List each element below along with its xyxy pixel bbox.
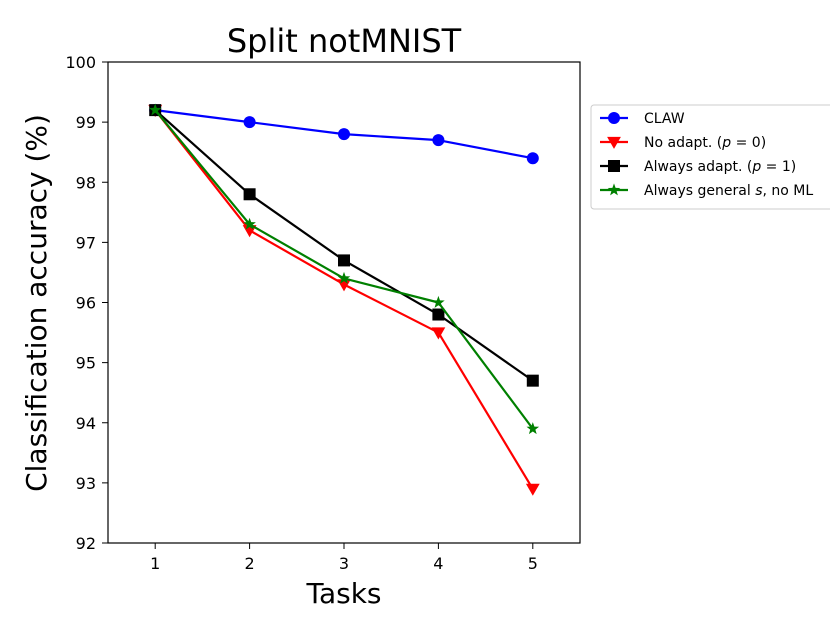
series-2 [149,104,539,387]
legend-marker [607,136,621,149]
legend-label-part: CLAW [644,111,685,127]
legend-label-part: p [721,135,731,151]
y-tick-label: 98 [76,173,96,192]
data-point [432,308,445,321]
series-3 [148,103,540,435]
legend-item: Always adapt. (p = 1) [600,159,796,175]
y-tick-label: 99 [76,113,96,132]
y-axis-label: Classification accuracy (%) [20,114,53,492]
legend-marker [607,183,621,196]
series-layer [148,103,540,496]
x-tick-label: 1 [150,554,160,573]
legend-frame [590,104,830,210]
data-point [337,279,351,292]
legend-label-part: No adapt. ( [644,135,722,151]
legend-item: CLAW [600,111,685,127]
data-point [338,128,350,141]
legend-marker [608,160,620,172]
legend-label-part: p [751,159,761,175]
data-point [243,217,256,230]
y-tick-label: 97 [76,233,96,252]
data-point [432,134,445,147]
chart-title: Split notMNIST [227,22,462,60]
legend-label-part: Always adapt. ( [644,159,752,175]
y-tick-label: 100 [65,53,96,72]
legend-label: CLAW [644,111,685,127]
y-axis-ticks: 92 93 94 95 96 97 98 99 100 [65,53,108,553]
legend-label-part: = 1) [761,159,796,175]
data-point [526,422,540,435]
legend-label-part: , no ML [762,183,813,199]
legend-label-part: = 0) [731,135,766,151]
x-tick-label: 4 [433,554,443,573]
legend-label: Always general s, no ML [644,183,813,199]
series-line [154,109,534,490]
data-point [148,103,162,116]
y-tick-label: 92 [76,534,96,553]
legend-label-part: Always general [644,183,755,199]
data-point [337,271,351,284]
x-tick-label: 2 [245,554,255,573]
x-tick-label: 5 [528,554,538,573]
legend-marker [608,112,620,124]
legend-item: Always general s, no ML [600,183,813,199]
legend-label-part: s [755,183,762,199]
y-tick-label: 94 [76,414,96,433]
data-point [526,152,539,165]
legend-label: Always adapt. (p = 1) [644,159,796,175]
y-tick-label: 93 [76,474,96,493]
series-0 [149,104,539,165]
y-tick-label: 96 [76,294,96,313]
data-point [242,225,257,238]
x-axis-label: Tasks [305,577,381,610]
data-point [432,295,445,308]
legend-item: No adapt. (p = 0) [600,135,766,151]
data-point [243,188,256,201]
x-tick-label: 3 [339,554,349,573]
data-point [431,327,446,340]
series-line [154,109,534,382]
legend-label: No adapt. (p = 0) [644,135,766,151]
series-1 [148,104,540,496]
data-point [338,254,350,267]
data-point [243,116,256,129]
x-axis-ticks: 1 2 3 4 5 [150,543,538,573]
y-tick-label: 95 [76,354,96,373]
series-line [154,109,534,430]
data-point [525,483,540,496]
data-point [526,374,539,387]
